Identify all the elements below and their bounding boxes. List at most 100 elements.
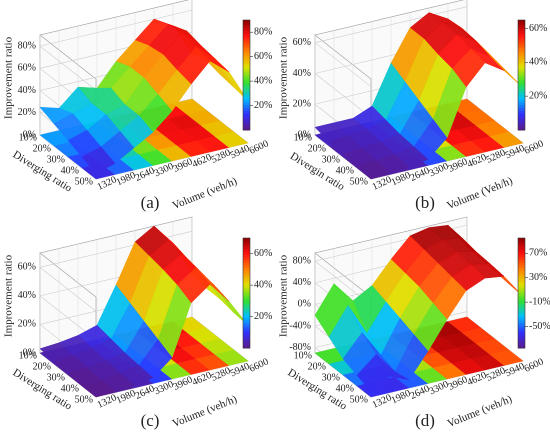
z-tick-label: 20%	[18, 319, 36, 330]
colorbar-cell	[518, 282, 525, 286]
colorbar-cell	[518, 339, 525, 343]
x-axis-label: Volume (veh/h)	[446, 393, 514, 430]
z-axis-label: Improvement ratio	[3, 36, 15, 119]
y-tick-label: 20%	[33, 143, 51, 154]
colorbar-cell	[243, 271, 250, 275]
colorbar-cell	[518, 39, 525, 43]
colorbar-tick-label: 40%	[254, 75, 272, 86]
colorbar-cell	[243, 326, 250, 330]
colorbar-frame	[242, 237, 251, 349]
colorbar-frame	[242, 19, 251, 131]
colorbar-cell	[518, 315, 525, 319]
colorbar-cell	[243, 246, 250, 250]
colorbar-cell	[518, 276, 525, 280]
colorbar-cell	[518, 75, 525, 79]
z-tick-label: 40%	[293, 68, 311, 79]
colorbar-cell	[243, 97, 250, 101]
colorbar-cell	[518, 121, 525, 125]
x-tick-label: 6600	[523, 356, 546, 374]
x-axis-label: Volume (veh/h)	[171, 393, 239, 430]
x-axis-label: Volume (Veh/h)	[445, 175, 514, 212]
colorbar-cell	[518, 334, 525, 338]
colorbar-cell	[518, 66, 525, 70]
colorbar-cell	[518, 345, 525, 349]
colorbar-cell	[518, 20, 525, 24]
colorbar-cell	[243, 339, 250, 343]
colorbar-cell	[243, 108, 250, 112]
colorbar-cell	[518, 279, 525, 283]
colorbar-cell	[243, 124, 250, 128]
colorbar-cell	[518, 55, 525, 59]
colorbar-cell	[518, 42, 525, 46]
colorbar-cell	[243, 268, 250, 272]
colorbar-cell	[518, 260, 525, 264]
colorbar-cell	[518, 94, 525, 98]
colorbar-cell	[243, 334, 250, 338]
colorbar-cell	[518, 33, 525, 37]
colorbar-cell	[518, 328, 525, 332]
colorbar-cell	[518, 116, 525, 120]
y-tick-label: 20%	[308, 143, 326, 154]
colorbar-cell	[518, 53, 525, 57]
colorbar-cell	[243, 309, 250, 313]
z-tick-label: 40%	[293, 277, 311, 288]
y-tick-label: 30%	[322, 154, 340, 165]
z-tick-label: 20%	[293, 99, 311, 110]
colorbar-cell	[518, 50, 525, 54]
z-tick-label: 40%	[18, 290, 36, 301]
colorbar-cell	[243, 105, 250, 109]
colorbar-cell	[518, 88, 525, 92]
colorbar-cell	[243, 80, 250, 84]
colorbar-frame	[517, 237, 526, 349]
colorbar-cell	[243, 345, 250, 349]
y-tick-label: 50%	[75, 176, 93, 187]
y-tick-label: 10%	[19, 132, 37, 143]
colorbar-cell	[518, 36, 525, 40]
colorbar-cell	[243, 61, 250, 65]
z-tick-label: -40%	[289, 320, 311, 331]
colorbar-cell	[243, 262, 250, 266]
colorbar-cell	[518, 97, 525, 101]
panel: 0%20%40%60%13201980264033003960462052805…	[3, 216, 272, 430]
colorbar-cell	[243, 113, 250, 117]
colorbar-cell	[243, 254, 250, 258]
colorbar-cell	[243, 265, 250, 269]
z-tick-label: 80%	[293, 255, 311, 266]
colorbar-cell	[518, 61, 525, 65]
panel: 0%20%40%60%80%13201980264033003960462052…	[3, 0, 272, 212]
surface-patch	[356, 354, 391, 392]
colorbar-cell	[518, 77, 525, 81]
colorbar-cell	[243, 284, 250, 288]
panel-label: (a)	[141, 193, 160, 212]
z-axis-label: Improvement ratio	[278, 36, 290, 119]
colorbar-cell	[243, 94, 250, 98]
colorbar-cell	[243, 260, 250, 264]
colorbar-cell	[243, 39, 250, 43]
z-tick-label: 60%	[293, 37, 311, 48]
colorbar-tick-label: 70%	[529, 248, 547, 259]
y-tick-label: 20%	[308, 361, 326, 372]
colorbar-cell	[243, 243, 250, 247]
colorbar-cell	[243, 304, 250, 308]
colorbar-cell	[243, 44, 250, 48]
colorbar-cell	[518, 105, 525, 109]
panel: 0%20%40%60%13201980264033003960462052805…	[278, 0, 547, 212]
colorbar-cell	[243, 58, 250, 62]
colorbar-cell	[518, 317, 525, 321]
z-tick-label: 0%	[23, 129, 36, 140]
colorbar-cell	[518, 251, 525, 255]
colorbar-cell	[243, 119, 250, 123]
y-tick-label: 30%	[47, 154, 65, 165]
colorbar-cell	[518, 271, 525, 275]
colorbar-frame	[517, 19, 526, 131]
colorbar-cell	[518, 119, 525, 123]
y-tick-label: 50%	[350, 394, 368, 405]
colorbar-cell	[243, 121, 250, 125]
z-tick-label: 0%	[298, 299, 311, 310]
y-tick-label: 20%	[33, 361, 51, 372]
colorbar-cell	[243, 28, 250, 32]
colorbar-cell	[243, 64, 250, 68]
colorbar-cell	[518, 108, 525, 112]
colorbar-cell	[243, 83, 250, 87]
colorbar-cell	[243, 25, 250, 29]
